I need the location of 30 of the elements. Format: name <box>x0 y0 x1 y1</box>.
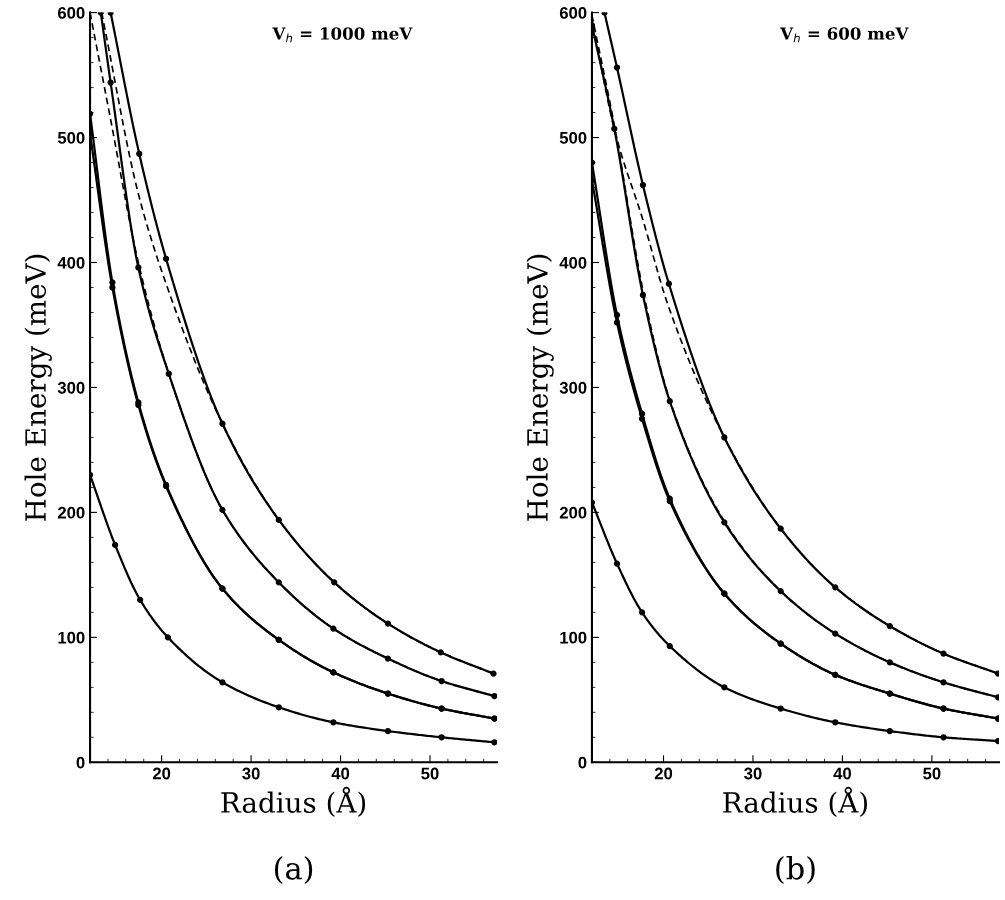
x-axis-title: Radius (Å) <box>723 786 867 817</box>
x-axis-title: Radius (Å) <box>221 786 366 817</box>
y-tick-label: 300 <box>57 381 85 394</box>
x-tick-label: 20 <box>654 767 673 780</box>
y-tick-label: 300 <box>559 381 587 394</box>
y-tick-label: 0 <box>578 756 587 769</box>
y-tick-label: 200 <box>57 506 85 519</box>
y-tick-label: 500 <box>57 131 85 144</box>
x-tick-label: 50 <box>923 767 941 780</box>
x-tick-label: 30 <box>242 767 260 780</box>
y-tick-label: 200 <box>559 506 587 519</box>
x-tick-label: 20 <box>152 767 171 780</box>
text: V$_{h}$ = 1000 meV <box>272 27 413 43</box>
x-tick-label: 50 <box>421 767 439 780</box>
text: (b) <box>776 856 815 884</box>
text: (a) <box>274 856 313 884</box>
x-tick-label: 30 <box>744 767 762 780</box>
y-tick-label: 600 <box>559 7 587 19</box>
text: V$_{h}$ = 600 meV <box>780 27 909 43</box>
y-axis-title: Hole Energy (meV) <box>526 254 554 521</box>
x-tick-label: 40 <box>833 767 852 780</box>
y-tick-label: 500 <box>559 131 587 144</box>
y-tick-label: 0 <box>76 756 85 769</box>
y-tick-label: 100 <box>58 631 85 644</box>
y-axis-title: Hole Energy (meV) <box>24 254 52 521</box>
y-tick-label: 400 <box>559 256 587 269</box>
y-tick-label: 100 <box>560 631 587 644</box>
y-tick-label: 400 <box>57 256 85 269</box>
x-tick-label: 40 <box>331 767 350 780</box>
y-tick-label: 600 <box>57 7 85 19</box>
